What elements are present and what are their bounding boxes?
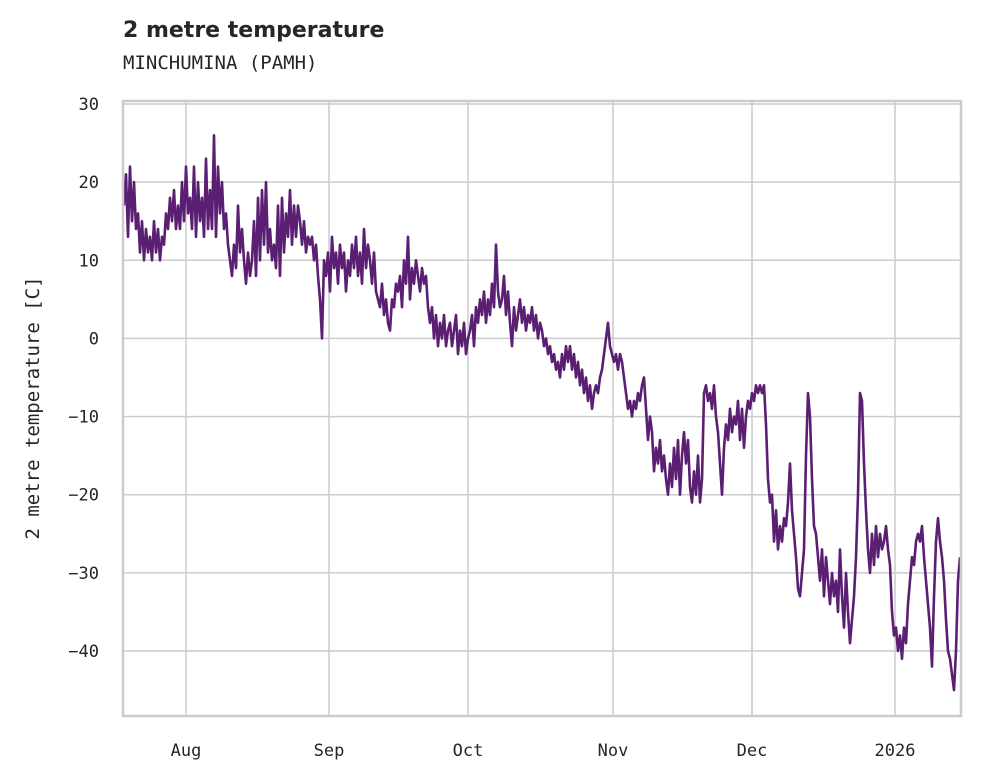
y-tick-label: −30 <box>68 564 99 584</box>
x-tick-label: 2026 <box>875 741 916 761</box>
y-tick-label: 10 <box>79 251 99 271</box>
chart-subtitle: MINCHUMINA (PAMH) <box>123 52 318 74</box>
x-tick-label: Sep <box>314 741 345 761</box>
x-tick-label: Dec <box>737 741 768 761</box>
x-tick-label: Oct <box>453 741 484 761</box>
y-tick-label: −20 <box>68 486 99 506</box>
x-axis-ticks: Aug Sep Oct Nov Dec 2026 <box>171 741 916 761</box>
plot-frame <box>121 99 963 718</box>
y-tick-label: −10 <box>68 408 99 428</box>
y-tick-label: 0 <box>89 329 99 349</box>
y-axis-ticks: 30 20 10 0 −10 −20 −30 −40 <box>68 95 99 662</box>
x-tick-label: Aug <box>171 741 202 761</box>
gridlines <box>123 101 961 716</box>
y-tick-label: 20 <box>79 173 99 193</box>
y-tick-label: −40 <box>68 642 99 662</box>
y-tick-label: 30 <box>79 95 99 115</box>
temperature-line <box>122 134 962 692</box>
x-tick-label: Nov <box>598 741 629 761</box>
chart-title: 2 metre temperature <box>123 18 385 43</box>
